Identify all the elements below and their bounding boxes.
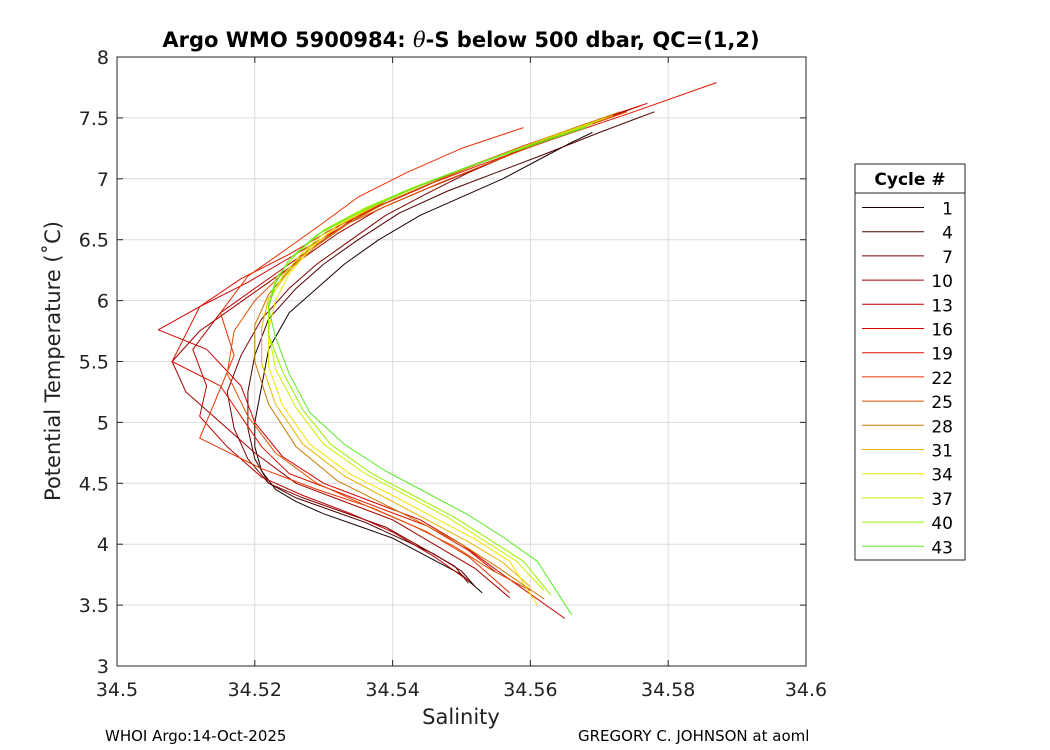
footer-right: GREGORY C. JOHNSON at aoml <box>578 727 809 745</box>
series-line-cycle-4 <box>247 111 655 588</box>
legend-label-cycle-28: 28 <box>931 417 953 437</box>
x-tick-label: 34.54 <box>365 679 419 701</box>
legend-label-cycle-22: 22 <box>931 369 953 389</box>
y-tick-label: 7.5 <box>79 108 109 130</box>
legend: Cycle # 1 4 7 10 13 16 19 22 25 28 31 34 37 40 43 <box>854 163 966 561</box>
series-line-cycle-19 <box>171 82 717 573</box>
legend-label-cycle-19: 19 <box>931 345 953 365</box>
y-tick-label: 3.5 <box>79 595 109 617</box>
legend-items: 1 4 7 10 13 16 19 22 25 28 31 34 37 40 43 <box>862 200 953 558</box>
grid <box>117 57 806 666</box>
series-line-cycle-1 <box>254 132 593 594</box>
x-tick-label: 34.56 <box>503 679 557 701</box>
x-tick-label: 34.6 <box>785 679 827 701</box>
legend-title: Cycle # <box>874 170 945 190</box>
x-tick-label: 34.52 <box>228 679 282 701</box>
x-axis-label: Salinity <box>422 705 500 729</box>
legend-label-cycle-4: 4 <box>942 224 953 244</box>
legend-label-cycle-43: 43 <box>931 538 953 558</box>
y-tick-label: 4.5 <box>79 473 109 495</box>
legend-label-cycle-34: 34 <box>931 466 953 486</box>
legend-label-cycle-7: 7 <box>942 248 953 268</box>
axis-ticks: 34.5 34.52 34.54 34.56 34.58 34.6 3 3.5 4 4.5 5 5.5… <box>79 47 827 701</box>
legend-label-cycle-40: 40 <box>931 514 953 534</box>
y-tick-label: 7 <box>97 169 109 191</box>
y-tick-label: 5 <box>97 412 109 434</box>
series-line-cycle-43 <box>268 127 586 616</box>
series-line-cycle-28 <box>254 111 621 600</box>
y-tick-label: 6 <box>97 291 109 313</box>
legend-label-cycle-1: 1 <box>942 200 953 220</box>
x-tick-label: 34.5 <box>96 679 138 701</box>
legend-label-cycle-10: 10 <box>931 272 953 292</box>
series-line-cycle-7 <box>226 107 634 584</box>
footer-left: WHOI Argo:14-Oct-2025 <box>105 727 286 745</box>
series-layer <box>157 82 717 619</box>
chart-title: Argo WMO 5900984: θ-S below 500 dbar, QC… <box>162 28 759 52</box>
y-tick-label: 8 <box>97 47 109 69</box>
legend-box <box>854 163 966 561</box>
legend-label-cycle-16: 16 <box>931 321 953 341</box>
series-line-cycle-40 <box>268 123 593 596</box>
legend-label-cycle-25: 25 <box>931 393 953 413</box>
series-line-cycle-25 <box>226 111 628 591</box>
legend-label-cycle-31: 31 <box>931 442 953 462</box>
y-tick-label: 3 <box>97 656 109 678</box>
y-tick-label: 6.5 <box>79 230 109 252</box>
legend-label-cycle-37: 37 <box>931 490 953 510</box>
y-axis-label: Potential Temperature (˚C) <box>41 221 65 501</box>
y-tick-label: 5.5 <box>79 352 109 374</box>
legend-label-cycle-13: 13 <box>931 296 953 316</box>
y-tick-label: 4 <box>97 534 109 556</box>
x-tick-label: 34.58 <box>641 679 695 701</box>
